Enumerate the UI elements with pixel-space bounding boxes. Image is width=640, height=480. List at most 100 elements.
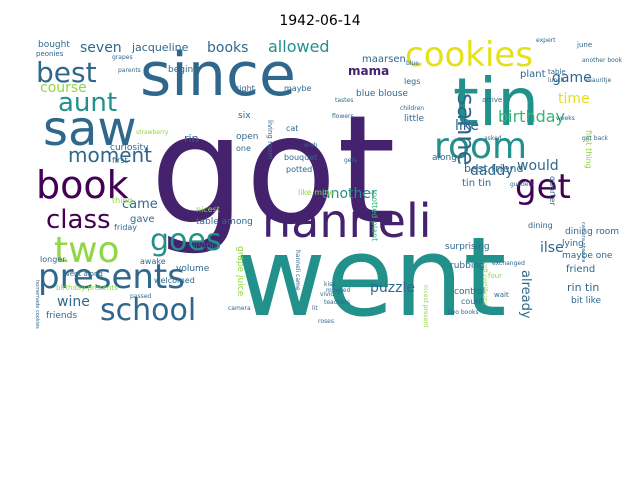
word-class: class: [46, 205, 111, 235]
word-lunch: lunch: [548, 77, 565, 84]
word-hanneli-came: hanneli came: [294, 250, 301, 291]
word-living-room: living room: [266, 120, 274, 159]
word-ilse: ilse: [540, 240, 564, 256]
word-like: like: [455, 118, 479, 134]
word-count: count: [461, 297, 484, 306]
word-goes: goes: [150, 223, 221, 258]
word-grape-juice: grape juice: [235, 246, 245, 297]
word-moment: moment: [68, 143, 152, 167]
word-mama: mama: [348, 64, 389, 78]
word-little: little: [404, 114, 425, 124]
word-school: school: [100, 293, 196, 328]
word-gets: gets: [344, 157, 357, 164]
word-like-mine: like mine: [298, 188, 334, 197]
word-camera: camera: [228, 305, 251, 312]
word-puzzle: puzzle: [370, 280, 415, 296]
word-parents: parents: [118, 67, 141, 74]
word-maybe: maybe: [284, 84, 312, 93]
word-would: would: [517, 158, 559, 174]
word-asked: asked: [484, 135, 502, 142]
word-blue: blue: [406, 60, 419, 67]
word-seven: seven: [80, 40, 122, 56]
word-plant: plant: [520, 69, 546, 80]
word-sanne: sanne: [452, 93, 480, 165]
word-came: came: [122, 197, 158, 212]
word-bouquet: bouquet: [284, 153, 317, 162]
word-daddy: daddy: [470, 163, 514, 179]
word-got: got: [150, 84, 396, 258]
word-dining-room: dining room: [565, 227, 619, 237]
word-kiss: kiss: [324, 281, 335, 288]
word-room: room: [434, 126, 527, 167]
word-first: first: [112, 156, 128, 165]
word-six: six: [238, 111, 251, 121]
word-volume: volume: [176, 264, 210, 274]
word-bit-like: bit like: [571, 296, 601, 306]
word-mauritje: mauritje: [586, 77, 611, 84]
word-longer: longer: [40, 255, 66, 264]
word-cat: cat: [286, 124, 298, 133]
word-blue-blouse: blue blouse: [356, 89, 408, 99]
word-presents: presents: [38, 257, 185, 297]
word-lit: lit: [312, 305, 318, 312]
word-another-book: another book: [582, 57, 623, 64]
word-tastes: tastes: [335, 97, 353, 104]
word-hanneli: hanneli: [262, 194, 432, 248]
word-table: table: [548, 68, 566, 76]
word-lying: lying: [562, 239, 584, 249]
word-nicest-present: nicest present: [422, 285, 429, 328]
word-time: time: [558, 91, 590, 107]
word-potted-plant: potted plant: [370, 192, 379, 241]
word-expert: expert: [536, 37, 556, 44]
word-rin: rin: [184, 132, 199, 145]
word-another: another: [322, 186, 377, 202]
word-table-among: table among: [196, 217, 253, 227]
word-get-back: get back: [582, 135, 609, 142]
word-wish: wish: [304, 142, 318, 149]
word-curiosity: curiosity: [110, 143, 149, 153]
word-one: one: [236, 144, 251, 153]
word-thing: thing: [112, 196, 133, 205]
word-birthday-presents: birthday presents: [56, 284, 118, 292]
word-books: books: [207, 40, 248, 56]
word-rin-tin: rin tin: [567, 281, 599, 294]
word-awake: awake: [140, 257, 166, 266]
word-living: living: [193, 241, 217, 251]
word-homemade-cookies: homemade cookies: [34, 280, 40, 329]
word-potted: potted: [286, 165, 312, 174]
word-friday: friday: [114, 223, 137, 232]
word-rubbing: rubbing: [450, 261, 485, 271]
word-vivid: vivid: [320, 291, 334, 298]
word-maarsen: maarsen: [362, 54, 406, 65]
word-get: get: [515, 167, 571, 207]
word-right: right: [236, 84, 255, 93]
page-title: 1942-06-14: [279, 13, 361, 29]
word-nicest: nicest: [196, 205, 220, 214]
word-friends: friends: [46, 311, 77, 321]
word-teachers: teachers: [324, 299, 350, 306]
word-flowers: flowers: [332, 113, 354, 120]
word-tin: tin: [453, 64, 539, 141]
word-roses: roses: [318, 318, 334, 325]
word-went: went: [236, 213, 507, 341]
word-aunt: aunt: [58, 88, 117, 118]
word-along: along: [432, 153, 457, 163]
word-already: already: [518, 270, 533, 319]
word-cookies: cookies: [405, 35, 533, 75]
word-mingled: mingled: [326, 287, 350, 294]
word-arrive: arrive: [482, 96, 502, 104]
word-best: best: [36, 56, 97, 89]
word-since: since: [140, 40, 296, 110]
word-grapes: grapes: [112, 54, 133, 61]
word-children: children: [400, 105, 424, 112]
word-wait: wait: [494, 291, 509, 299]
word-two: two: [54, 230, 120, 271]
word-gave: gave: [130, 214, 155, 225]
word-game: game: [552, 70, 592, 86]
word-welcomed: welcomed: [154, 276, 195, 285]
word-jacqueline: jacqueline: [131, 41, 189, 54]
word-dining: dining: [528, 221, 553, 230]
word-two-books: two books: [448, 309, 479, 316]
word-first-thing: first thing: [584, 130, 593, 169]
